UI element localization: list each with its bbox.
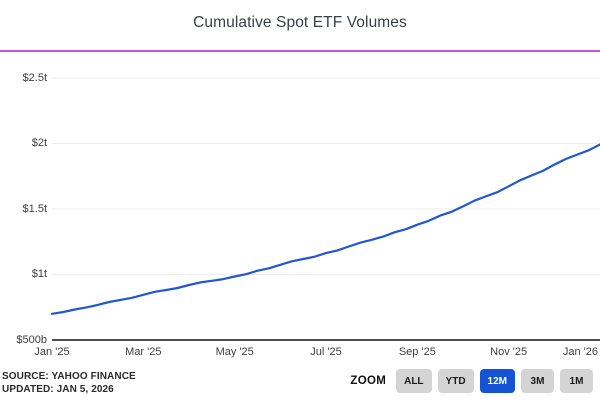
zoom-button-12m[interactable]: 12M <box>479 369 515 393</box>
zoom-control: ZOOM ALL YTD 12M 3M 1M <box>350 369 593 393</box>
zoom-control-label: ZOOM <box>350 375 387 387</box>
magenta-divider <box>0 50 600 52</box>
y-tick-label: $2.5t <box>22 71 47 84</box>
x-tick-label: Jan '25 <box>34 346 70 358</box>
page-title: Cumulative Spot ETF Volumes <box>193 14 407 31</box>
source-attribution: SOURCE: YAHOO FINANCE UPDATED: JAN 5, 20… <box>2 371 136 396</box>
zoom-button-all[interactable]: ALL <box>396 369 432 393</box>
x-tick-label: Jul '25 <box>310 346 342 358</box>
zoom-button-ytd[interactable]: YTD <box>437 369 474 393</box>
zoom-buttons-group: ALL YTD 12M 3M 1M <box>396 369 593 393</box>
y-tick-label: $500b <box>16 333 47 346</box>
zoom-button-3m[interactable]: 3M <box>521 369 554 393</box>
zoom-button-1m[interactable]: 1M <box>560 369 593 393</box>
updated-line: UPDATED: JAN 5, 2026 <box>2 383 114 395</box>
y-tick-label: $2t <box>31 137 47 149</box>
x-tick-label: Mar '25 <box>125 346 162 358</box>
x-tick-label: May '25 <box>215 346 254 358</box>
x-tick-label: Jan '26 <box>562 346 598 358</box>
y-tick-label: $1t <box>31 268 47 280</box>
source-line: SOURCE: YAHOO FINANCE <box>2 371 136 382</box>
y-tick-label: $1.5t <box>22 202 47 215</box>
etf-volume-line <box>50 143 600 315</box>
x-tick-label: Sep '25 <box>398 346 436 358</box>
x-tick-label: Nov '25 <box>490 346 528 358</box>
